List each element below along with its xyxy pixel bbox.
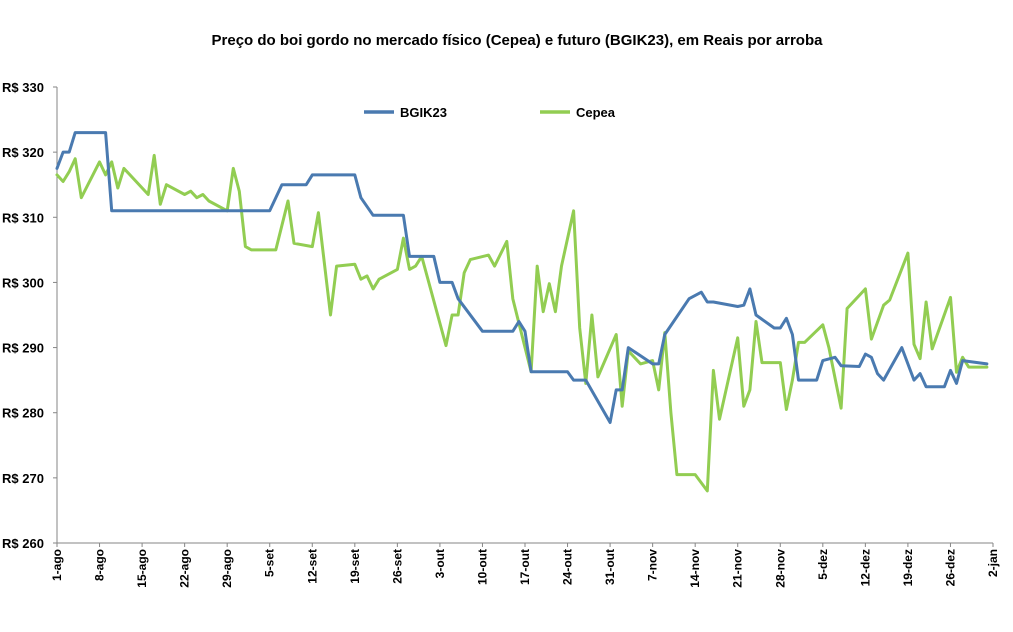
x-tick-label: 14-nov <box>688 549 702 588</box>
legend-label-bgik23: BGIK23 <box>400 105 447 120</box>
x-tick-label: 15-ago <box>135 549 149 588</box>
x-tick-label: 10-out <box>475 549 489 585</box>
x-tick-label: 2-jan <box>986 549 1000 577</box>
chart-title: Preço do boi gordo no mercado físico (Ce… <box>212 32 824 49</box>
y-axis-ticks: R$ 260 R$ 270 R$ 280 R$ 290 R$ 300 R$ 310 R$ 3… <box>2 80 57 551</box>
x-tick-label: 3-out <box>433 549 447 578</box>
x-tick-label: 29-ago <box>220 549 234 588</box>
y-tick-label: R$ 260 <box>2 536 44 551</box>
x-axis-ticks: 1-ago 8-ago 15-ago 22-ago 29-ago 5-set 12-set 1… <box>50 543 1000 588</box>
x-tick-label: 21-nov <box>731 549 745 588</box>
x-tick-label: 19-dez <box>901 549 915 586</box>
x-tick-label: 5-set <box>263 549 277 577</box>
x-tick-label: 12-dez <box>858 549 872 586</box>
x-tick-label: 1-ago <box>50 549 64 581</box>
x-tick-label: 24-out <box>561 549 575 585</box>
y-tick-label: R$ 310 <box>2 210 44 225</box>
series-line-cepea <box>55 153 989 493</box>
x-tick-label: 5-dez <box>816 549 830 580</box>
series-group <box>55 131 989 493</box>
x-tick-label: 17-out <box>518 549 532 585</box>
x-tick-label: 19-set <box>348 549 362 584</box>
y-tick-label: R$ 330 <box>2 80 44 95</box>
legend: BGIK23 Cepea <box>364 105 616 120</box>
legend-label-cepea: Cepea <box>576 105 616 120</box>
x-tick-label: 26-set <box>390 549 404 584</box>
x-tick-label: 26-dez <box>943 549 957 586</box>
y-tick-label: R$ 280 <box>2 406 44 421</box>
y-tick-label: R$ 300 <box>2 275 44 290</box>
x-tick-label: 12-set <box>305 549 319 584</box>
series-line-bgik23 <box>55 131 989 424</box>
y-tick-label: R$ 320 <box>2 145 44 160</box>
x-tick-label: 7-nov <box>646 549 660 581</box>
y-tick-label: R$ 290 <box>2 341 44 356</box>
x-tick-label: 8-ago <box>93 549 107 581</box>
x-tick-label: 28-nov <box>773 549 787 588</box>
x-tick-label: 22-ago <box>178 549 192 588</box>
y-tick-label: R$ 270 <box>2 471 44 486</box>
x-tick-label: 31-out <box>603 549 617 585</box>
